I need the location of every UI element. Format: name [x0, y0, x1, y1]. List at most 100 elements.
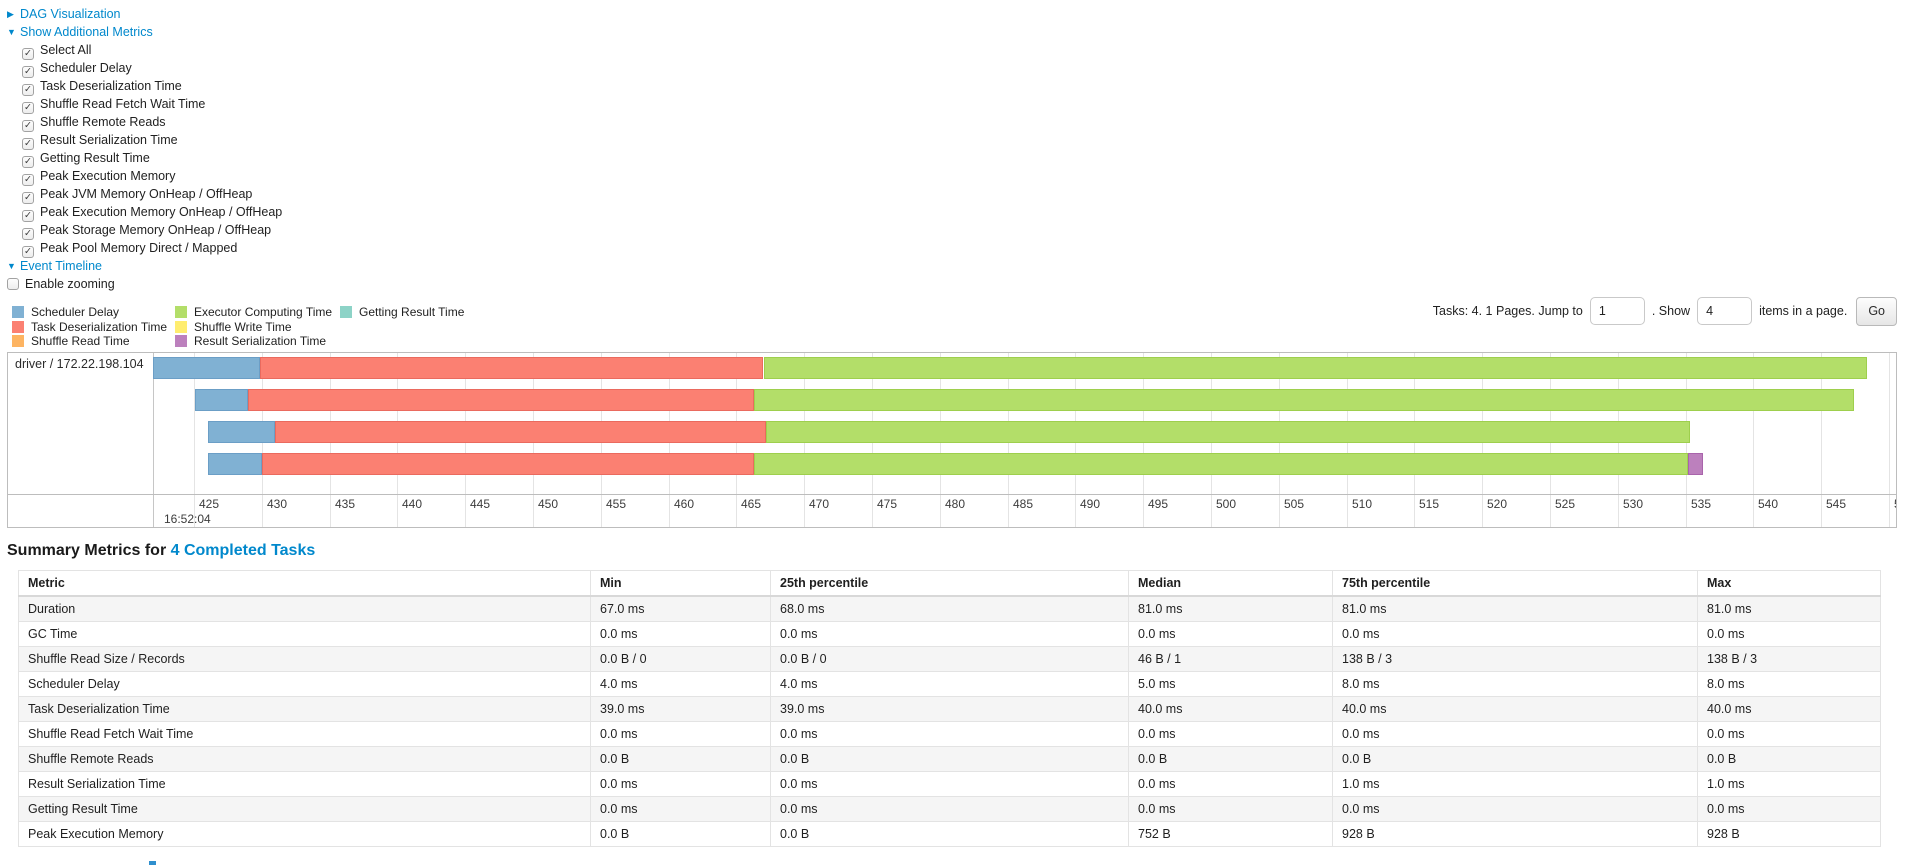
legend-swatch-getting_result [340, 306, 352, 318]
legend-item: Result Serialization Time [175, 334, 332, 349]
expanded-arrow-icon: ▼ [7, 261, 16, 271]
metric-checkbox-label: Shuffle Remote Reads [40, 115, 166, 129]
axis-tick-label: 500 [1216, 497, 1237, 511]
metric-value-cell: 0.0 B / 0 [590, 646, 771, 672]
metric-checkbox[interactable]: ✓ [22, 174, 34, 186]
metric-checkbox-item: ✓ Shuffle Remote Reads [7, 113, 282, 132]
task-bar-segment-scheduler_delay [207, 421, 276, 443]
legend-item: Task Deserialization Time [12, 320, 167, 335]
legend-label: Scheduler Delay [31, 305, 120, 319]
metric-value-cell: 0.0 ms [1332, 621, 1698, 647]
metric-value-cell: 40.0 ms [1128, 696, 1333, 722]
legend-label: Result Serialization Time [194, 334, 327, 349]
timeline-time-origin-label: 16:52:04 [164, 512, 211, 526]
timeline-gridline [194, 353, 195, 527]
legend-item: Getting Result Time [340, 305, 464, 320]
summary-table-row: Shuffle Remote Reads 0.0 B 0.0 B 0.0 B 0.0 B… [18, 746, 1881, 772]
metric-checkbox[interactable]: ✓ [22, 228, 34, 240]
metric-value-cell: 5.0 ms [1128, 671, 1333, 697]
metric-value-cell: 138 B / 3 [1332, 646, 1698, 672]
metric-checkbox-label: Task Deserialization Time [40, 79, 182, 93]
metric-value-cell: 0.0 ms [590, 721, 771, 747]
metric-checkbox-item: ✓ Select All [7, 41, 282, 60]
metric-value-cell: 39.0 ms [770, 696, 1129, 722]
metric-checkbox[interactable]: ✓ [22, 192, 34, 204]
enable-zooming-label: Enable zooming [25, 277, 115, 291]
event-timeline-chart: driver / 172.22.198.104 425 430 435 440 445 4… [7, 352, 1897, 528]
metric-value-cell: 46 B / 1 [1128, 646, 1333, 672]
show-additional-metrics-toggle[interactable]: ▼ Show Additional Metrics [7, 23, 282, 41]
task-pagination: Tasks: 4. 1 Pages. Jump to . Show items … [1433, 296, 1897, 326]
metric-value-cell: 0.0 B [1332, 746, 1698, 772]
metric-checkbox-label: Scheduler Delay [40, 61, 132, 75]
metric-value-cell: 0.0 ms [1332, 796, 1698, 822]
metric-checkbox-list: ✓ Select All ✓ Scheduler Delay ✓ Task Deseria… [7, 41, 283, 258]
metric-checkbox-label: Select All [40, 43, 92, 57]
metric-value-cell: 4.0 ms [770, 671, 1129, 697]
axis-tick-label: 475 [877, 497, 898, 511]
metric-checkbox-label: Result Serialization Time [40, 133, 178, 147]
tasks-count-text: Tasks: 4. 1 Pages. Jump to [1432, 304, 1583, 318]
metric-checkbox-item: ✓ Peak Execution Memory [7, 167, 282, 186]
axis-tick-label: 515 [1419, 497, 1440, 511]
metric-checkbox[interactable]: ✓ [22, 138, 34, 150]
metric-checkbox-item: ✓ Shuffle Read Fetch Wait Time [7, 95, 282, 114]
axis-tick-label: 540 [1758, 497, 1779, 511]
metric-value-cell: 928 B [1332, 821, 1698, 847]
metric-value-cell: 67.0 ms [590, 595, 771, 622]
dag-visualization-toggle[interactable]: ▶ DAG Visualization [7, 5, 282, 23]
metric-checkbox[interactable]: ✓ [22, 156, 34, 168]
completed-tasks-link[interactable]: 4 Completed Tasks [170, 542, 316, 559]
axis-tick-label: 490 [1080, 497, 1101, 511]
show-additional-metrics-label: Show Additional Metrics [20, 25, 153, 39]
metric-value-cell: 0.0 B / 0 [770, 646, 1129, 672]
summary-column-header: 25th percentile [770, 570, 1129, 597]
summary-table-row: Getting Result Time 0.0 ms 0.0 ms 0.0 ms 0.0… [18, 796, 1881, 822]
metric-checkbox[interactable]: ✓ [22, 66, 34, 78]
metric-value-cell: 0.0 ms [1697, 721, 1881, 747]
metric-checkbox[interactable]: ✓ [22, 210, 34, 222]
items-per-page-input[interactable] [1697, 297, 1753, 325]
summary-metrics-table: Metric Min 25th percentile Median 75th perce… [18, 570, 1881, 847]
metric-value-cell: 0.0 B [590, 821, 771, 847]
axis-tick-label: 465 [741, 497, 762, 511]
jump-to-page-input[interactable] [1589, 297, 1645, 325]
metric-checkbox-label: Peak Execution Memory OnHeap / OffHeap [40, 205, 283, 219]
legend-swatch-executor_computing [175, 306, 187, 318]
metric-name-cell: Shuffle Remote Reads [18, 746, 591, 772]
metric-value-cell: 40.0 ms [1697, 696, 1881, 722]
go-button[interactable]: Go [1856, 296, 1897, 326]
axis-tick-label: 435 [335, 497, 356, 511]
legend-column: Getting Result Time [340, 305, 464, 320]
metric-value-cell: 8.0 ms [1697, 671, 1881, 697]
task-bar-segment-scheduler_delay [207, 453, 262, 475]
metric-name-cell: Duration [18, 595, 591, 622]
metric-checkbox-label: Peak Pool Memory Direct / Mapped [40, 241, 238, 255]
legend-label: Shuffle Read Time [31, 334, 130, 349]
metric-value-cell: 81.0 ms [1697, 595, 1881, 622]
metric-checkbox[interactable]: ✓ [22, 102, 34, 114]
metric-checkbox-item: ✓ Result Serialization Time [7, 131, 282, 150]
summary-heading-text: Summary Metrics for [7, 542, 171, 559]
metric-checkbox[interactable]: ✓ [22, 84, 34, 96]
metric-checkbox[interactable]: ✓ [22, 120, 34, 132]
enable-zooming-row: Enable zooming [7, 275, 282, 293]
metric-checkbox[interactable]: ✓ [22, 246, 34, 258]
metric-checkbox[interactable]: ✓ [22, 48, 34, 60]
task-bar-segment-scheduler_delay [153, 357, 261, 379]
event-timeline-toggle[interactable]: ▼ Event Timeline [7, 257, 282, 275]
metric-name-cell: Result Serialization Time [18, 771, 591, 797]
task-bar-segment-executor_computing [754, 389, 1854, 411]
metric-value-cell: 0.0 ms [1697, 796, 1881, 822]
axis-tick-label: 430 [267, 497, 288, 511]
metric-value-cell: 0.0 ms [1332, 721, 1698, 747]
enable-zooming-checkbox[interactable] [7, 278, 19, 290]
metric-value-cell: 138 B / 3 [1697, 646, 1881, 672]
axis-tick-label: 445 [470, 497, 491, 511]
metric-value-cell: 0.0 B [590, 746, 771, 772]
metric-value-cell: 0.0 B [1128, 746, 1333, 772]
summary-metrics-heading: Summary Metrics for 4 Completed Tasks [7, 542, 315, 560]
metric-value-cell: 0.0 ms [1128, 621, 1333, 647]
summary-table-row: Task Deserialization Time 39.0 ms 39.0 ms 4… [18, 696, 1881, 722]
